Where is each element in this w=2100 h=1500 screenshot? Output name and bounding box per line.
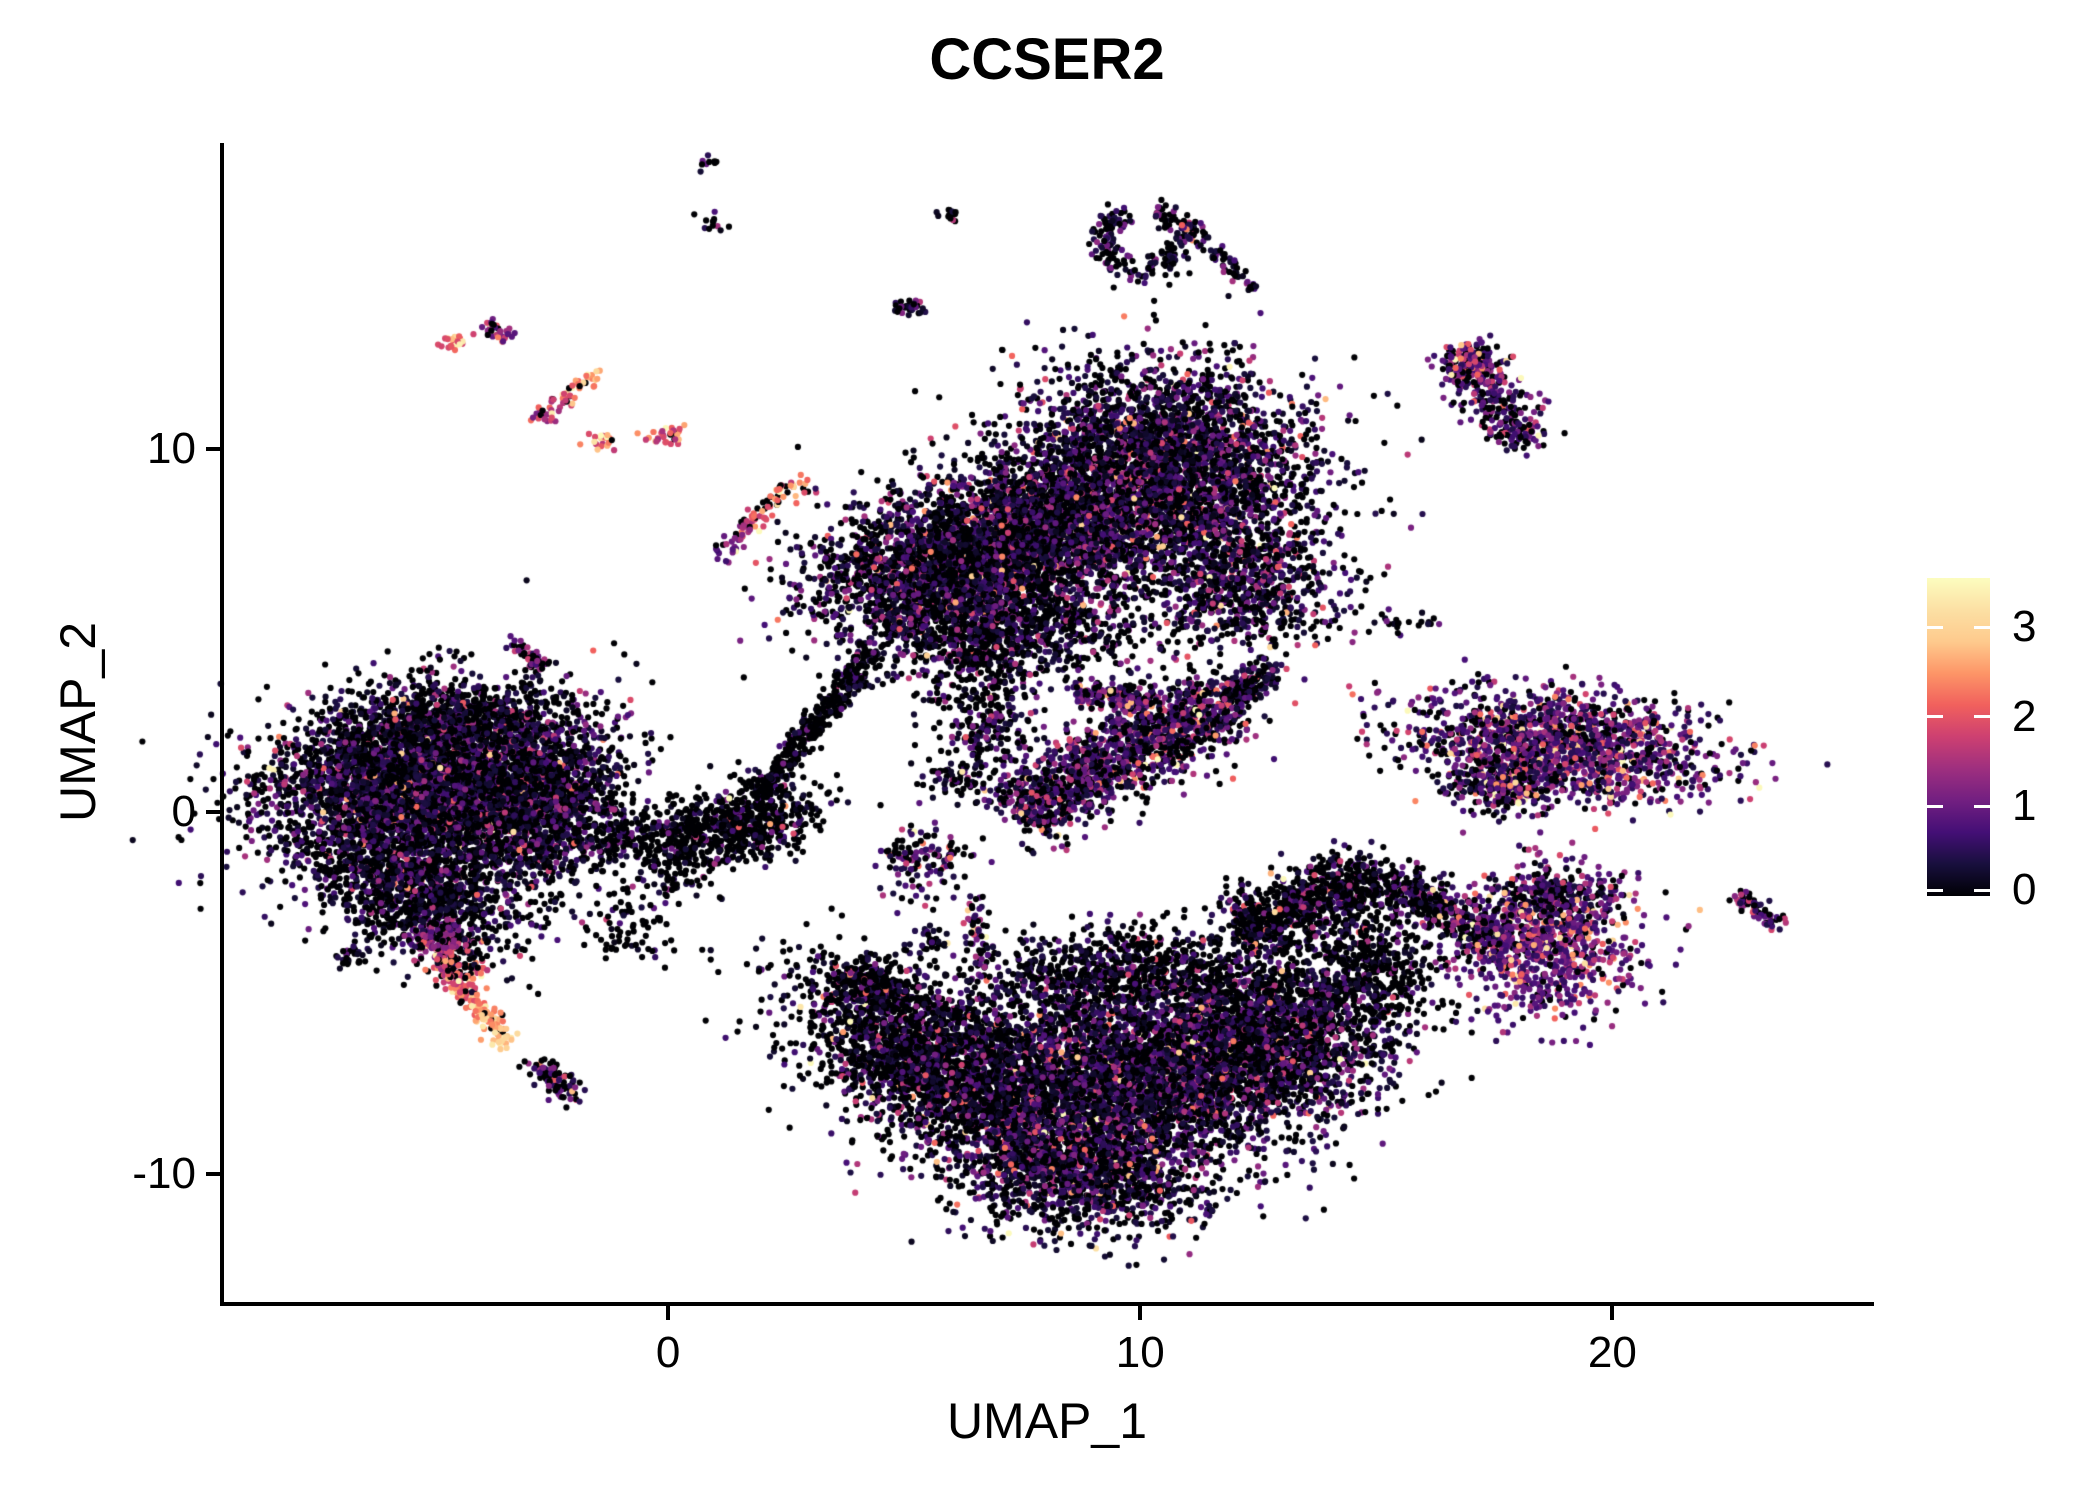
- x-tick-mark: [1138, 1306, 1143, 1320]
- y-axis-line: [220, 143, 224, 1306]
- legend-tick-mark: [1974, 804, 1990, 808]
- x-tick-mark: [666, 1306, 671, 1320]
- legend-tick-label: 3: [2012, 602, 2037, 652]
- y-tick-label: 0: [171, 786, 196, 836]
- legend-tick-label: 1: [2012, 781, 2037, 831]
- legend-tick-mark: [1974, 625, 1990, 629]
- legend-tick-mark: [1974, 888, 1990, 892]
- x-axis-title: UMAP_1: [946, 1393, 1148, 1449]
- y-tick-mark: [206, 1172, 220, 1177]
- y-tick-mark: [206, 809, 220, 814]
- legend-tick-mark: [1974, 715, 1990, 719]
- x-tick-label: 0: [655, 1328, 681, 1377]
- y-axis-title: UMAP_2: [50, 621, 106, 823]
- legend-tick-label: 2: [2012, 691, 2037, 741]
- legend-tick-mark: [1927, 804, 1943, 808]
- y-tick-mark: [206, 447, 220, 452]
- x-tick-mark: [1610, 1306, 1615, 1320]
- legend-tick-mark: [1927, 625, 1943, 629]
- legend-tick-mark: [1927, 715, 1943, 719]
- legend-colorbar: [1927, 578, 1990, 896]
- y-tick-label: -10: [132, 1149, 196, 1199]
- y-tick-label: 10: [147, 424, 196, 474]
- x-tick-label: 10: [1115, 1328, 1165, 1377]
- x-tick-label: 20: [1587, 1328, 1637, 1377]
- x-axis-line: [220, 1302, 1874, 1306]
- legend-tick-mark: [1927, 888, 1943, 892]
- legend-tick-label: 0: [2012, 865, 2037, 914]
